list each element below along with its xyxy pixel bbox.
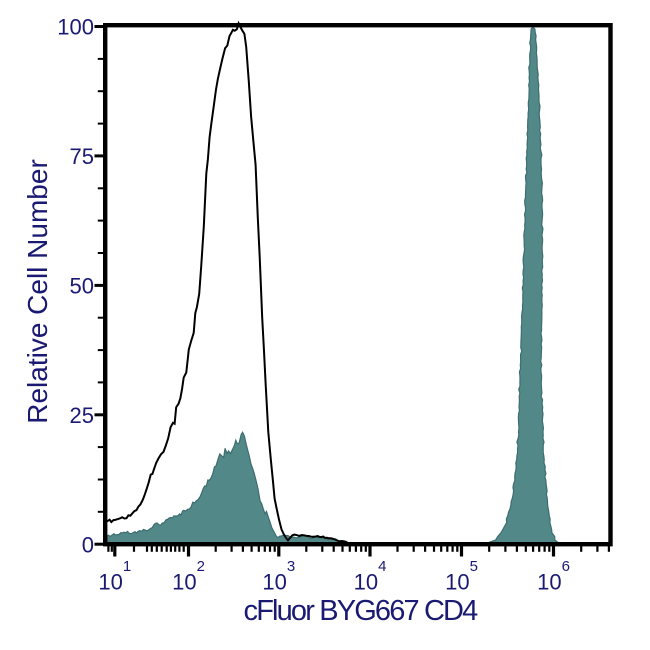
svg-text:75: 75 (70, 144, 94, 169)
svg-text:Relative Cell Number: Relative Cell Number (22, 159, 53, 424)
svg-text:0: 0 (82, 532, 94, 557)
svg-text:50: 50 (70, 274, 94, 299)
svg-text:cFluor BYG667 CD4: cFluor BYG667 CD4 (244, 595, 479, 627)
svg-text:100: 100 (57, 15, 94, 40)
svg-text:25: 25 (70, 403, 94, 428)
